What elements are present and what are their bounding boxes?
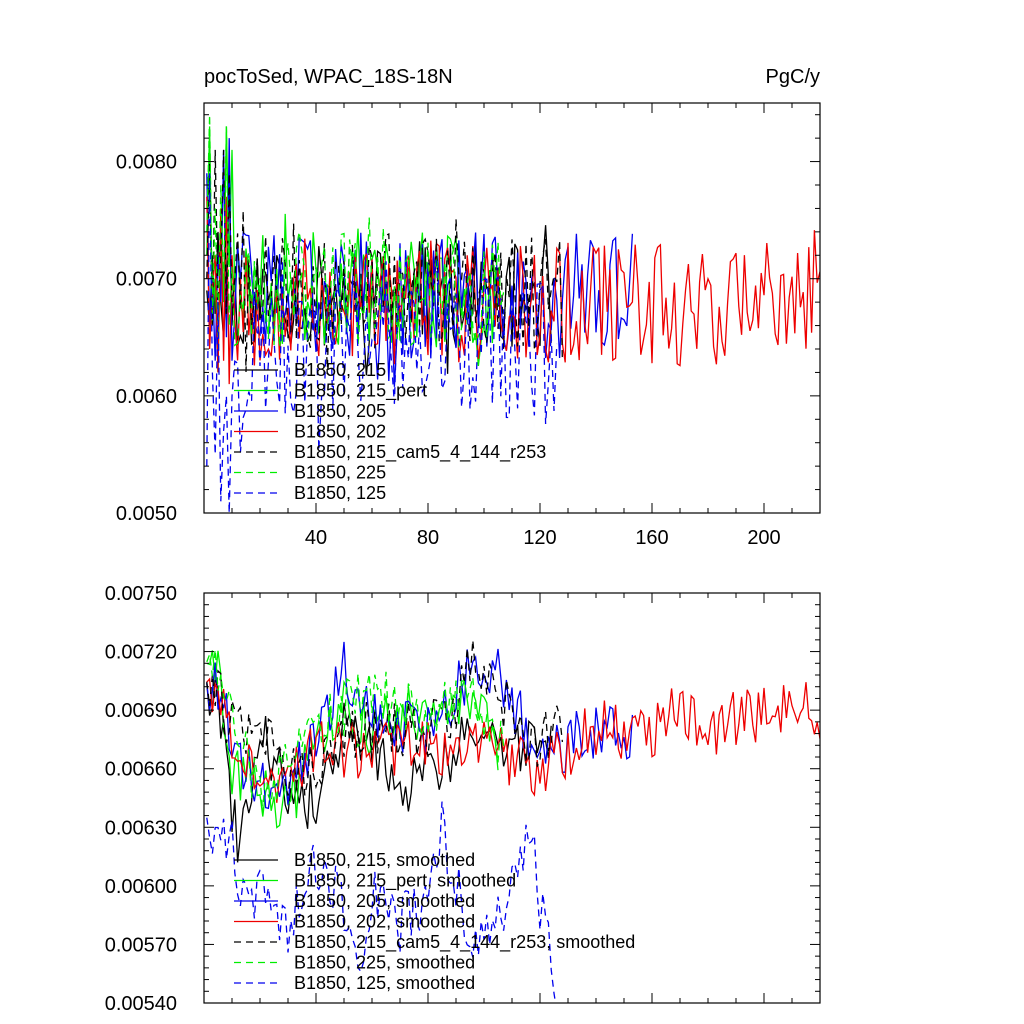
- legend-label-5: B1850, 225, smoothed: [294, 953, 475, 973]
- legend-label-4: B1850, 215_cam5_4_144_r253, smoothed: [294, 932, 635, 953]
- series-line-4: [206, 640, 564, 796]
- legend-label-1: B1850, 215_pert: [294, 381, 427, 402]
- x-tick-label: 160: [635, 527, 668, 549]
- y-tick-label: 0.00750: [105, 583, 177, 605]
- y-tick-label: 0.00720: [105, 642, 177, 664]
- y-tick-label: 0.0050: [116, 503, 177, 525]
- legend-label-0: B1850, 215, smoothed: [294, 850, 475, 870]
- y-tick-label: 0.0080: [116, 152, 177, 174]
- y-tick-label: 0.00630: [105, 817, 177, 839]
- legend-label-1: B1850, 215_pert, smoothed: [294, 871, 516, 892]
- y-tick-label: 0.0060: [116, 386, 177, 408]
- series-line-1: [206, 650, 499, 829]
- top-panel: pocToSed, WPAC_18S-18N PgC/y 40 80 120 160 2…: [116, 66, 821, 549]
- y-tick-label: 0.00570: [105, 934, 177, 956]
- series-line-6: [206, 801, 557, 1003]
- series-line-3: [206, 196, 820, 385]
- series-line-5: [206, 649, 505, 813]
- series-line-6: [206, 173, 558, 513]
- series-line-5: [206, 114, 505, 348]
- bottom-panel-axes: 0.00540 0.00570 0.00600 0.00630 0.00660 0.006…: [105, 583, 821, 1015]
- legend-label-2: B1850, 205, smoothed: [294, 891, 475, 911]
- legend-label-5: B1850, 225: [294, 463, 386, 483]
- y-tick-label: 0.00690: [105, 700, 177, 722]
- legend-label-6: B1850, 125, smoothed: [294, 973, 475, 993]
- x-tick-label: 80: [417, 527, 439, 549]
- top-panel-title: pocToSed, WPAC_18S-18N: [204, 66, 453, 88]
- bottom-panel-series: [206, 640, 820, 1003]
- x-tick-label: 120: [523, 527, 556, 549]
- x-tick-label: 200: [747, 527, 780, 549]
- y-tick-label: 0.0070: [116, 269, 177, 291]
- top-panel-axes: 40 80 120 160 200 0.0050 0.0060 0.0070 0.0080: [116, 102, 821, 549]
- y-tick-label: 0.00660: [105, 759, 177, 781]
- series-line-3: [206, 677, 820, 803]
- legend-label-3: B1850, 202: [294, 422, 386, 442]
- legend-label-6: B1850, 125: [294, 483, 386, 503]
- legend-label-2: B1850, 205: [294, 401, 386, 421]
- y-tick-label: 0.00600: [105, 876, 177, 898]
- top-panel-series: [206, 114, 820, 513]
- bottom-panel: 0.00540 0.00570 0.00600 0.00630 0.00660 0.006…: [105, 583, 821, 1015]
- top-panel-units: PgC/y: [766, 66, 820, 88]
- x-tick-label: 40: [305, 527, 327, 549]
- legend-label-4: B1850, 215_cam5_4_144_r253: [294, 442, 546, 463]
- legend-label-3: B1850, 202, smoothed: [294, 912, 475, 932]
- legend-label-0: B1850, 215: [294, 360, 386, 380]
- y-tick-label: 0.00540: [105, 993, 177, 1015]
